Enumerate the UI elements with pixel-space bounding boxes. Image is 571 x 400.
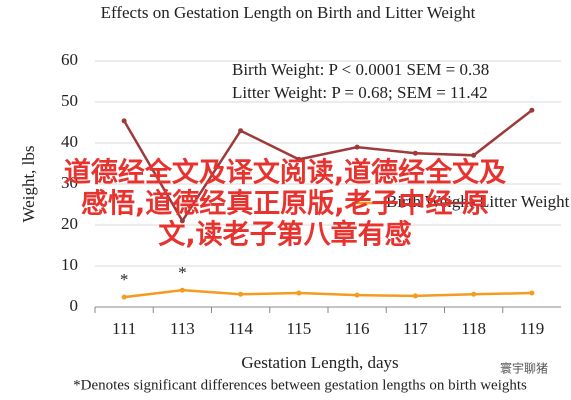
point — [121, 118, 127, 124]
y-axis-label: Weight, lbs — [19, 145, 38, 222]
x-tick-label: 113 — [170, 319, 195, 338]
point — [412, 293, 418, 299]
overlay-text: 感悟,道德经真正原版,老子中经 原 — [81, 188, 489, 220]
point — [529, 107, 535, 113]
point — [354, 292, 360, 298]
series-line — [123, 288, 532, 299]
x-axis-label: Gestation Length, days — [241, 353, 398, 372]
y-tick-label: 40 — [61, 132, 78, 151]
x-tick-label: 116 — [345, 319, 370, 338]
point — [471, 291, 477, 297]
x-tick-label: 114 — [228, 319, 253, 338]
y-tick-label: 20 — [61, 214, 78, 233]
point — [354, 144, 360, 150]
point — [179, 287, 185, 293]
x-tick-label: 111 — [112, 319, 136, 338]
point — [238, 291, 244, 297]
point — [121, 294, 127, 300]
point — [471, 152, 477, 158]
point — [179, 218, 185, 224]
y-tick-label: 60 — [61, 50, 78, 69]
x-tick-label: 118 — [461, 319, 486, 338]
overlay-text: 文,读老子第八章有感 — [158, 219, 411, 251]
x-tick-label: 117 — [403, 319, 428, 338]
x-tick-label: 115 — [286, 319, 311, 338]
overlay-text: 道德经全文及译文阅读,道德经全文及 — [64, 157, 506, 189]
x-tick-label: 119 — [519, 319, 544, 338]
y-tick-label: 30 — [61, 173, 78, 192]
watermark: 寰宇聊猪 — [500, 361, 548, 376]
footnote: *Denotes significant differences between… — [73, 377, 527, 393]
y-tick-label: 50 — [61, 91, 78, 110]
significance-marker: * — [178, 263, 187, 282]
significance-marker: * — [120, 270, 129, 289]
point — [238, 128, 244, 134]
point — [529, 290, 535, 296]
stats-line: Litter Weight: P = 0.68; SEM = 11.42 — [232, 83, 488, 102]
legend-label: Litter Weight — [479, 192, 570, 211]
chart-title: Effects on Gestation Length on Birth and… — [101, 3, 476, 22]
point — [412, 150, 418, 156]
y-tick-label: 0 — [70, 296, 79, 315]
stats-line: Birth Weight: P < 0.0001 SEM = 0.38 — [232, 60, 489, 79]
point — [296, 290, 302, 296]
series-line — [123, 109, 533, 224]
point — [296, 156, 302, 162]
legend-label: Birth Weight — [386, 192, 474, 211]
y-tick-label: 10 — [61, 255, 78, 274]
